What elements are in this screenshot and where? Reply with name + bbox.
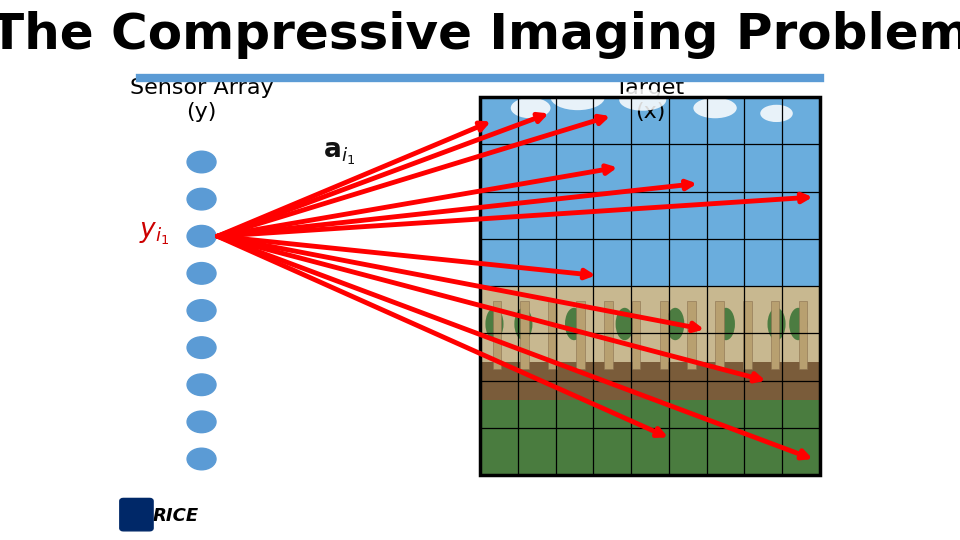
- Ellipse shape: [767, 308, 785, 340]
- Text: The Compressive Imaging Problem: The Compressive Imaging Problem: [0, 11, 960, 59]
- FancyBboxPatch shape: [120, 498, 153, 531]
- Text: Target
(x): Target (x): [615, 78, 684, 122]
- Bar: [492, 301, 501, 369]
- Ellipse shape: [760, 105, 793, 122]
- Ellipse shape: [619, 89, 666, 111]
- Bar: [548, 301, 557, 369]
- Ellipse shape: [550, 84, 605, 110]
- Bar: [771, 301, 780, 369]
- Bar: [660, 301, 668, 369]
- Bar: [715, 301, 724, 369]
- Bar: [604, 301, 612, 369]
- Bar: [799, 301, 807, 369]
- Circle shape: [187, 151, 216, 173]
- Bar: [480, 400, 820, 475]
- Ellipse shape: [666, 308, 684, 340]
- Circle shape: [187, 188, 216, 210]
- Bar: [480, 97, 820, 475]
- Bar: [480, 362, 820, 407]
- Bar: [687, 301, 696, 369]
- Text: $\mathbf{a}_{i_1}$: $\mathbf{a}_{i_1}$: [323, 140, 355, 167]
- Circle shape: [187, 374, 216, 395]
- Ellipse shape: [693, 98, 736, 118]
- Bar: [632, 301, 640, 369]
- Ellipse shape: [789, 308, 807, 340]
- Ellipse shape: [615, 308, 634, 340]
- Circle shape: [187, 448, 216, 470]
- Ellipse shape: [565, 308, 583, 340]
- Text: RICE: RICE: [153, 507, 199, 525]
- Ellipse shape: [486, 308, 503, 340]
- Circle shape: [187, 262, 216, 284]
- Text: $y_{i_1}$: $y_{i_1}$: [139, 220, 170, 247]
- Ellipse shape: [511, 98, 550, 118]
- Circle shape: [187, 411, 216, 433]
- Bar: [520, 301, 529, 369]
- Circle shape: [187, 337, 216, 359]
- Bar: [743, 301, 752, 369]
- Bar: [576, 301, 585, 369]
- Circle shape: [187, 300, 216, 321]
- Text: Sensor Array
(y): Sensor Array (y): [130, 78, 274, 122]
- Bar: [480, 286, 820, 369]
- Ellipse shape: [515, 308, 533, 340]
- Bar: [480, 97, 820, 305]
- Circle shape: [187, 226, 216, 247]
- Ellipse shape: [717, 308, 735, 340]
